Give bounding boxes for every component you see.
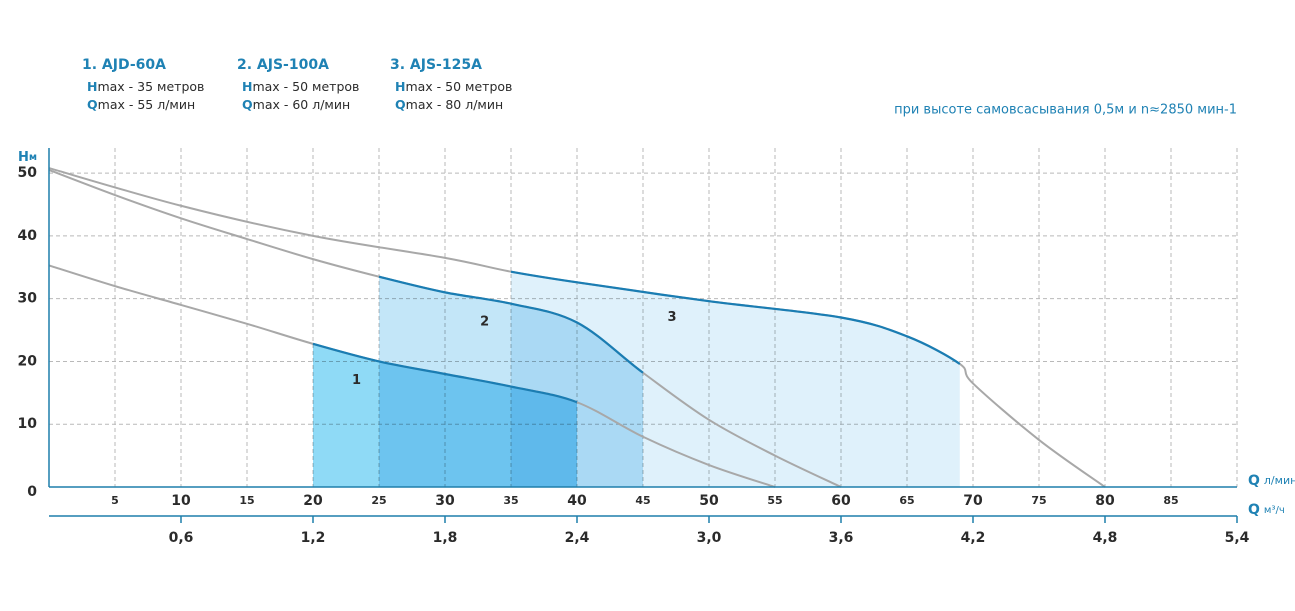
model-title: 3. AJS-125A — [390, 57, 482, 73]
spec-symbol: H — [395, 79, 405, 94]
model-spec: Qmax - 55 л/мин — [87, 97, 195, 112]
spec-symbol: Q — [87, 97, 98, 112]
x2-label: Q — [1248, 502, 1260, 518]
y-tick-label: 20 — [18, 353, 38, 369]
x2-tick-label: 3,0 — [697, 530, 722, 546]
y-tick-label: 50 — [18, 165, 38, 181]
x2-tick-label: 0,6 — [169, 530, 194, 546]
area-label: 3 — [668, 310, 677, 325]
operating-area — [511, 271, 960, 487]
x-tick-label: 25 — [371, 494, 386, 507]
x-tick-label: 80 — [1095, 493, 1115, 509]
x-tick-label: 85 — [1163, 494, 1178, 507]
x-tick-label: 55 — [767, 494, 782, 507]
spec-symbol: Q — [242, 97, 253, 112]
x-tick-label: 35 — [503, 494, 518, 507]
x-tick-label: 65 — [899, 494, 914, 507]
model-spec: Qmax - 60 л/мин — [242, 97, 350, 112]
spec-text: max - 50 метров — [405, 79, 512, 94]
model-spec: Hmax - 35 метров — [87, 79, 204, 94]
x2-tick-label: 1,8 — [433, 530, 458, 546]
spec-text: max - 60 л/мин — [253, 97, 351, 112]
spec-symbol: Q — [395, 97, 406, 112]
area-label: 2 — [480, 314, 489, 329]
x-tick-label: 60 — [831, 493, 851, 509]
x-tick-label: 45 — [635, 494, 650, 507]
note: при высоте самовсасывания 0,5м и n≈2850 … — [894, 103, 1237, 118]
model-spec: Hmax - 50 метров — [395, 79, 512, 94]
x-tick-label: 70 — [963, 493, 983, 509]
x-label: Q — [1248, 473, 1260, 489]
spec-text: max - 80 л/мин — [406, 97, 504, 112]
x-unit: л/мин — [1264, 474, 1295, 487]
y-tick-label: 30 — [18, 291, 38, 307]
spec-text: max - 50 метров — [252, 79, 359, 94]
model-spec: Qmax - 80 л/мин — [395, 97, 503, 112]
y-label: H — [18, 150, 29, 165]
model-title: 2. AJS-100A — [237, 57, 329, 73]
x2-unit: м³/ч — [1264, 505, 1285, 516]
operating-curve — [378, 275, 644, 374]
areas — [313, 271, 960, 487]
x-tick-label: 75 — [1031, 494, 1046, 507]
y-unit: м — [29, 152, 37, 163]
spec-symbol: H — [87, 79, 97, 94]
x-tick-label: 5 — [111, 494, 119, 507]
x-tick-label: 50 — [699, 493, 719, 509]
y-tick-label: 10 — [18, 416, 38, 432]
y-tick-label: 0 — [27, 484, 37, 500]
x2-tick-label: 3,6 — [829, 530, 854, 546]
x2-tick-label: 1,2 — [301, 530, 326, 546]
spec-text: max - 35 метров — [97, 79, 204, 94]
x2-tick-label: 4,2 — [961, 530, 986, 546]
x-tick-label: 10 — [171, 493, 191, 509]
area-label: 1 — [352, 373, 361, 388]
x-tick-label: 40 — [567, 493, 587, 509]
spec-text: max - 55 л/мин — [98, 97, 196, 112]
spec-symbol: H — [242, 79, 252, 94]
y-axis-label: Hм — [18, 150, 37, 165]
x-tick-label: 30 — [435, 493, 455, 509]
model-title: 1. AJD-60A — [82, 57, 166, 73]
x-tick-label: 20 — [303, 493, 323, 509]
model-spec: Hmax - 50 метров — [242, 79, 359, 94]
operating-curve — [510, 270, 961, 365]
x-tick-label: 15 — [239, 494, 254, 507]
x2-tick-label: 2,4 — [565, 530, 590, 546]
x2-tick-label: 5,4 — [1225, 530, 1250, 546]
operating-curve — [312, 342, 578, 404]
y-tick-label: 40 — [18, 228, 38, 244]
x2-tick-label: 4,8 — [1093, 530, 1118, 546]
